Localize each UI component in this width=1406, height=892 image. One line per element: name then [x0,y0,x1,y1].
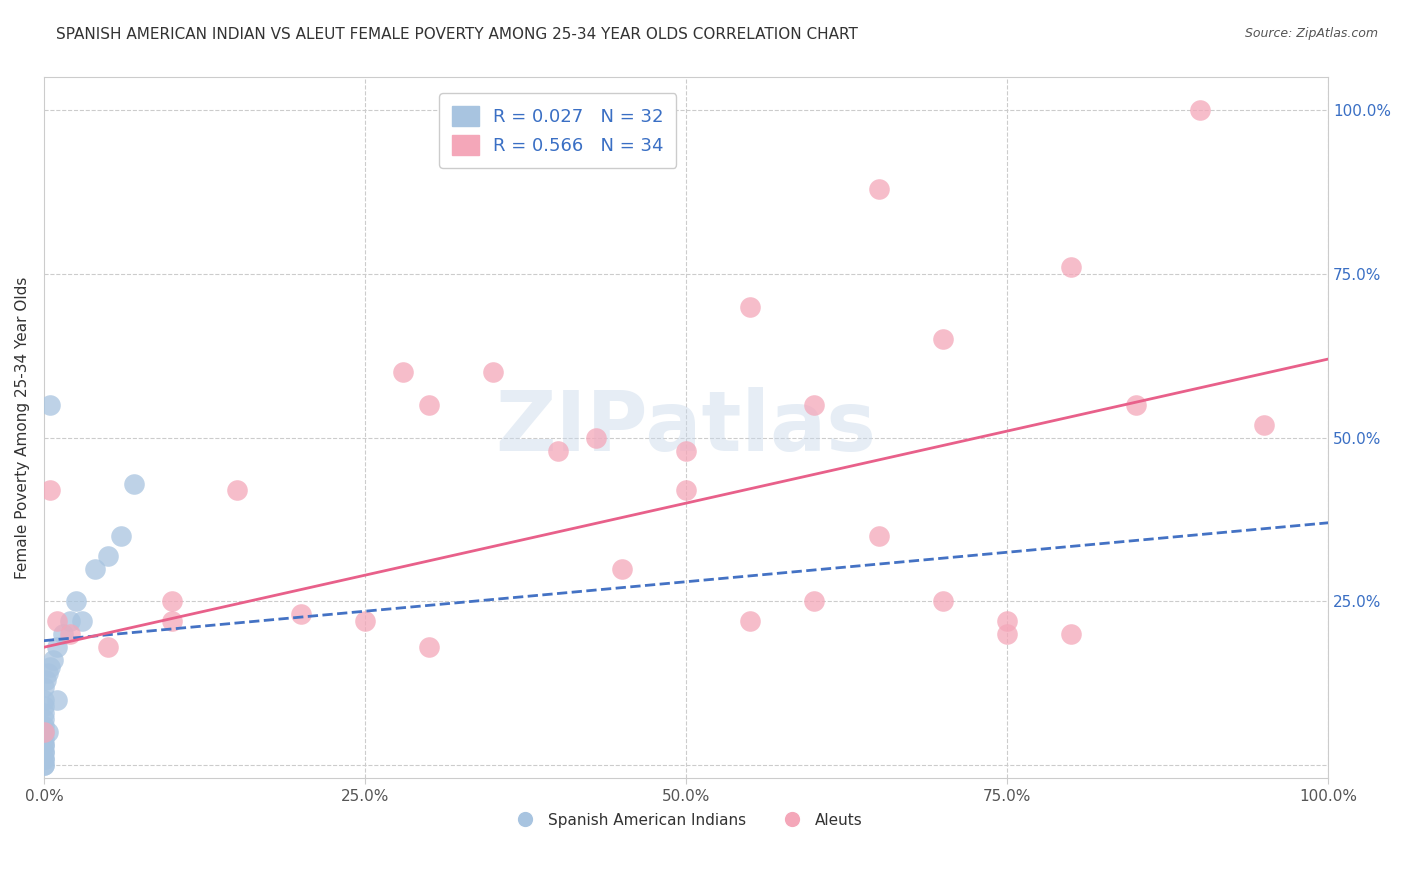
Point [32,692,55,706]
Point [39,398,62,412]
Point [868,182,890,196]
Point [32,745,55,759]
Point [32,751,55,765]
Point [1253,417,1275,432]
Point [547,443,569,458]
Text: SPANISH AMERICAN INDIAN VS ALEUT FEMALE POVERTY AMONG 25-34 YEAR OLDS CORRELATIO: SPANISH AMERICAN INDIAN VS ALEUT FEMALE … [56,27,858,42]
Point [482,365,505,379]
Point [65,594,87,608]
Point [37,725,59,739]
Point [110,529,132,543]
Point [32,706,55,720]
Point [740,614,762,628]
Point [32,739,55,753]
Point [354,614,377,628]
Point [35,673,58,687]
Point [1060,627,1083,641]
Point [32,712,55,726]
Point [585,431,607,445]
Text: ZIPatlas: ZIPatlas [495,387,876,468]
Point [32,719,55,733]
Y-axis label: Female Poverty Among 25-34 Year Olds: Female Poverty Among 25-34 Year Olds [15,277,30,579]
Point [32,745,55,759]
Point [32,699,55,714]
Point [72,614,94,628]
Point [45,614,67,628]
Point [675,443,697,458]
Point [932,333,955,347]
Point [32,758,55,772]
Point [52,627,75,641]
Point [675,483,697,497]
Point [32,725,55,739]
Point [162,594,184,608]
Point [58,627,80,641]
Point [32,758,55,772]
Point [1125,398,1147,412]
Point [418,398,440,412]
Point [37,666,59,681]
Point [868,529,890,543]
Point [1060,260,1083,275]
Point [97,549,120,563]
Point [45,692,67,706]
Point [32,680,55,694]
Point [97,640,120,655]
Point [803,594,825,608]
Point [803,398,825,412]
Point [392,365,415,379]
Point [39,660,62,674]
Point [42,653,65,667]
Point [610,561,633,575]
Text: Source: ZipAtlas.com: Source: ZipAtlas.com [1244,27,1378,40]
Point [122,476,145,491]
Point [32,751,55,765]
Point [32,739,55,753]
Point [740,300,762,314]
Point [162,614,184,628]
Point [290,607,312,622]
Point [32,731,55,746]
Point [225,483,247,497]
Point [58,614,80,628]
Legend: Spanish American Indians, Aleuts: Spanish American Indians, Aleuts [503,806,869,834]
Point [45,640,67,655]
Point [84,561,107,575]
Point [39,483,62,497]
Point [418,640,440,655]
Point [32,725,55,739]
Point [1188,103,1211,118]
Point [932,594,955,608]
Point [995,627,1018,641]
Point [995,614,1018,628]
